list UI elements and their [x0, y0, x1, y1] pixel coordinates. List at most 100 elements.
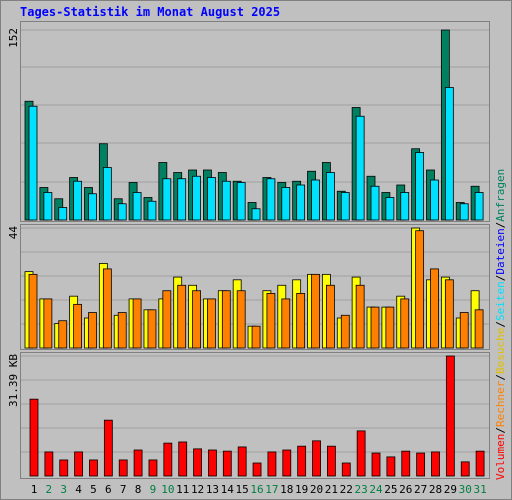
bar [475, 450, 485, 477]
bar [88, 193, 97, 221]
bar [236, 182, 246, 221]
bar [430, 179, 439, 221]
bar [102, 268, 112, 349]
x-tick-label: 16 [250, 483, 263, 496]
bar [117, 203, 127, 221]
x-tick-label: 10 [161, 483, 174, 496]
x-tick-label: 12 [191, 483, 204, 496]
y-tick-label: 44 [7, 226, 20, 240]
bar [192, 175, 201, 221]
bar [73, 180, 83, 221]
bar [340, 314, 350, 349]
bar [444, 279, 454, 349]
x-tick-label: 13 [206, 483, 219, 496]
bar [28, 273, 38, 349]
bar [281, 187, 291, 221]
bar [73, 303, 83, 349]
bar [296, 293, 306, 349]
bar [221, 290, 231, 349]
legend-separator: / [494, 374, 507, 381]
chart-title: Tages-Statistik im Monat August 2025 [20, 5, 280, 19]
x-tick-label: 14 [221, 483, 235, 496]
bar [415, 230, 425, 349]
legend-item: Besuche [494, 328, 507, 374]
bar [251, 208, 261, 221]
legend: Volumen/Rechner/Besuche/Seiten/Dateien/A… [494, 169, 507, 480]
bar [325, 284, 335, 349]
bar [148, 459, 158, 477]
bar [251, 325, 261, 349]
x-tick-label: 5 [90, 483, 97, 496]
bar [132, 192, 142, 221]
x-tick-label: 24 [369, 483, 383, 496]
bar [266, 293, 276, 349]
bar [297, 445, 307, 477]
bar [177, 178, 187, 221]
bar [371, 452, 381, 477]
bar [444, 87, 454, 221]
bar [132, 298, 142, 349]
x-tick-label: 23 [355, 483, 368, 496]
legend-separator: / [494, 275, 507, 282]
x-tick-label: 19 [295, 483, 308, 496]
bar [311, 273, 320, 349]
bar [147, 309, 157, 349]
bar [252, 462, 262, 477]
bar [341, 462, 351, 477]
bar [236, 290, 246, 349]
bar [430, 268, 439, 349]
bar [400, 298, 410, 349]
bar [207, 177, 216, 221]
bar [117, 312, 127, 349]
x-tick-label: 27 [414, 483, 427, 496]
bar [445, 355, 455, 477]
x-tick-label: 7 [120, 483, 127, 496]
x-tick-label: 31 [473, 483, 486, 496]
bar [147, 200, 157, 221]
bar [177, 284, 187, 349]
bar [221, 180, 231, 221]
bar [431, 451, 440, 477]
legend-item: Dateien [494, 228, 507, 274]
bar [163, 442, 173, 477]
bar [325, 172, 335, 221]
x-tick-label: 8 [135, 483, 142, 496]
bar [340, 192, 350, 221]
x-tick-label: 28 [429, 483, 442, 496]
y-tick-label: 31.39 KB [7, 354, 20, 407]
x-tick-label: 30 [459, 483, 472, 496]
bar [207, 298, 216, 349]
bar [208, 449, 217, 477]
bar [385, 197, 395, 221]
bar [193, 448, 202, 477]
bar [312, 440, 321, 477]
bar [355, 284, 365, 349]
bar [74, 451, 84, 477]
x-tick-label: 4 [75, 483, 82, 496]
bar [162, 290, 172, 349]
bar [281, 298, 291, 349]
bar [88, 312, 97, 349]
bar [222, 450, 232, 477]
legend-item: Seiten [494, 281, 507, 321]
bar [102, 167, 112, 221]
bar [29, 398, 39, 477]
bar [386, 456, 396, 477]
bar [370, 185, 380, 221]
bar [460, 461, 470, 477]
bar [44, 451, 54, 477]
x-tick-label: 26 [399, 483, 412, 496]
bar [385, 306, 395, 349]
bar [89, 459, 98, 477]
bar [118, 459, 128, 477]
bar [474, 309, 484, 349]
bar [43, 192, 53, 221]
bar [178, 441, 188, 477]
bar [133, 449, 143, 477]
x-tick-label: 3 [60, 483, 67, 496]
bar [459, 203, 469, 221]
x-tick-label: 18 [280, 483, 293, 496]
x-tick-label: 29 [444, 483, 457, 496]
bar [43, 298, 53, 349]
x-tick-label: 1 [31, 483, 38, 496]
